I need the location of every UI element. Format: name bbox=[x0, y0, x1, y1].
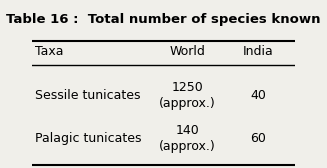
Text: Sessile tunicates: Sessile tunicates bbox=[35, 89, 140, 102]
Text: 60: 60 bbox=[250, 132, 266, 145]
Text: Palagic tunicates: Palagic tunicates bbox=[35, 132, 141, 145]
Text: India: India bbox=[243, 45, 274, 58]
Text: Table 16 :  Total number of species known: Table 16 : Total number of species known bbox=[6, 13, 321, 26]
Text: World: World bbox=[169, 45, 205, 58]
Text: 40: 40 bbox=[250, 89, 266, 102]
Text: 140
(approx.): 140 (approx.) bbox=[159, 124, 215, 153]
Text: 1250
(approx.): 1250 (approx.) bbox=[159, 81, 215, 110]
Text: Taxa: Taxa bbox=[35, 45, 63, 58]
